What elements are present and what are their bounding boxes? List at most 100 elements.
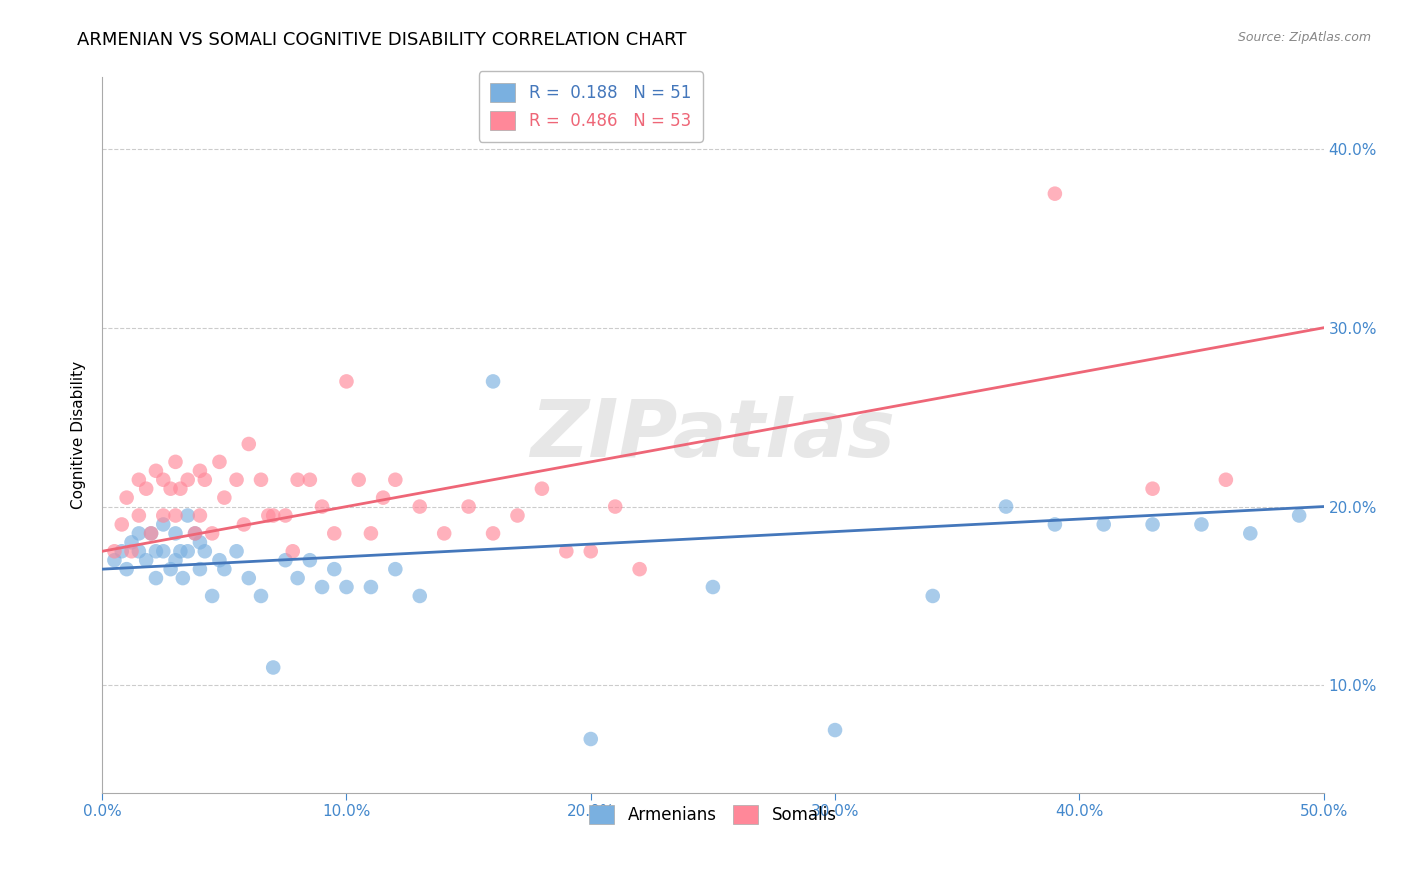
Point: [115, 562, 138, 576]
Point: [145, 544, 167, 558]
Point: [921, 589, 943, 603]
Point: [311, 580, 333, 594]
Point: [605, 500, 627, 514]
Point: [225, 544, 247, 558]
Point: [257, 508, 280, 523]
Point: [530, 482, 553, 496]
Point: [184, 526, 207, 541]
Point: [287, 473, 309, 487]
Legend: Armenians, Somalis: Armenians, Somalis: [579, 795, 846, 834]
Point: [188, 508, 211, 523]
Point: [152, 517, 174, 532]
Y-axis label: Cognitive Disability: Cognitive Disability: [72, 361, 86, 509]
Point: [194, 544, 217, 558]
Point: [409, 589, 432, 603]
Point: [139, 526, 162, 541]
Point: [194, 473, 217, 487]
Point: [165, 508, 187, 523]
Point: [1142, 517, 1164, 532]
Point: [169, 482, 191, 496]
Point: [165, 526, 187, 541]
Point: [579, 544, 602, 558]
Point: [152, 473, 174, 487]
Point: [274, 553, 297, 567]
Point: [274, 508, 297, 523]
Point: [159, 482, 181, 496]
Text: ZIPatlas: ZIPatlas: [530, 396, 896, 474]
Point: [177, 473, 200, 487]
Point: [111, 544, 134, 558]
Point: [184, 526, 207, 541]
Point: [165, 455, 187, 469]
Point: [579, 731, 602, 746]
Point: [111, 517, 134, 532]
Point: [121, 535, 143, 549]
Point: [201, 526, 224, 541]
Point: [103, 553, 125, 567]
Point: [311, 500, 333, 514]
Point: [188, 535, 211, 549]
Point: [360, 526, 382, 541]
Point: [298, 473, 321, 487]
Point: [135, 553, 157, 567]
Point: [188, 562, 211, 576]
Point: [201, 589, 224, 603]
Point: [1092, 517, 1115, 532]
Point: [262, 508, 284, 523]
Point: [145, 464, 167, 478]
Point: [702, 580, 724, 594]
Point: [371, 491, 394, 505]
Point: [121, 544, 143, 558]
Point: [384, 473, 406, 487]
Point: [323, 562, 346, 576]
Point: [169, 544, 191, 558]
Text: Source: ZipAtlas.com: Source: ZipAtlas.com: [1237, 31, 1371, 45]
Point: [506, 508, 529, 523]
Point: [323, 526, 346, 541]
Point: [281, 544, 304, 558]
Point: [409, 500, 432, 514]
Point: [115, 491, 138, 505]
Point: [250, 589, 273, 603]
Point: [628, 562, 651, 576]
Point: [995, 500, 1018, 514]
Point: [128, 508, 150, 523]
Point: [1191, 517, 1213, 532]
Point: [208, 455, 231, 469]
Point: [335, 580, 357, 594]
Point: [103, 544, 125, 558]
Point: [482, 526, 505, 541]
Point: [208, 553, 231, 567]
Point: [1142, 482, 1164, 496]
Point: [152, 508, 174, 523]
Point: [457, 500, 479, 514]
Point: [1043, 186, 1066, 201]
Point: [360, 580, 382, 594]
Point: [1043, 517, 1066, 532]
Point: [482, 375, 505, 389]
Point: [214, 562, 236, 576]
Point: [250, 473, 273, 487]
Point: [165, 553, 187, 567]
Point: [139, 526, 162, 541]
Point: [433, 526, 456, 541]
Point: [128, 526, 150, 541]
Point: [238, 571, 260, 585]
Point: [214, 491, 236, 505]
Point: [128, 544, 150, 558]
Point: [145, 571, 167, 585]
Point: [177, 508, 200, 523]
Point: [159, 562, 181, 576]
Point: [128, 473, 150, 487]
Point: [225, 473, 247, 487]
Point: [177, 544, 200, 558]
Point: [298, 553, 321, 567]
Point: [1215, 473, 1237, 487]
Point: [1288, 508, 1310, 523]
Point: [188, 464, 211, 478]
Point: [1239, 526, 1261, 541]
Point: [238, 437, 260, 451]
Text: ARMENIAN VS SOMALI COGNITIVE DISABILITY CORRELATION CHART: ARMENIAN VS SOMALI COGNITIVE DISABILITY …: [77, 31, 686, 49]
Point: [824, 723, 846, 737]
Point: [335, 375, 357, 389]
